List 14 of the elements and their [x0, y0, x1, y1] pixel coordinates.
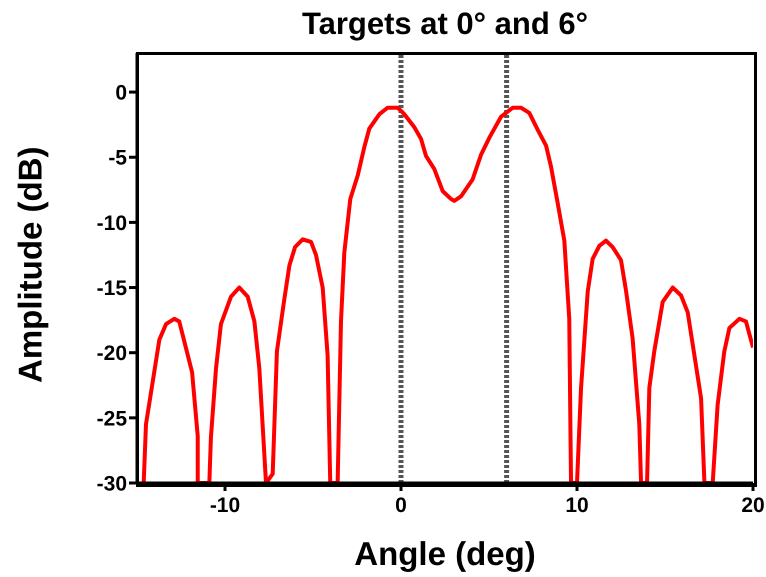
y-tick-label: -5 — [108, 146, 128, 170]
chart-title: Targets at 0° and 6° — [300, 6, 590, 42]
x-tick-label: 10 — [565, 494, 589, 517]
x-axis-title: Angle (deg) — [354, 535, 536, 572]
y-tick-label: -25 — [96, 407, 128, 430]
y-tick-label: -30 — [96, 472, 127, 496]
y-tick-label: -10 — [96, 212, 127, 235]
y-tick-label: -15 — [96, 277, 128, 300]
y-axis-title: Amplitude (dB) — [12, 146, 49, 383]
y-tick-label: 0 — [115, 82, 127, 105]
x-tick-label: -10 — [210, 494, 240, 517]
x-tick-label: 20 — [741, 494, 765, 517]
y-tick-label: -20 — [96, 342, 127, 366]
x-tick-label: 0 — [395, 494, 407, 517]
